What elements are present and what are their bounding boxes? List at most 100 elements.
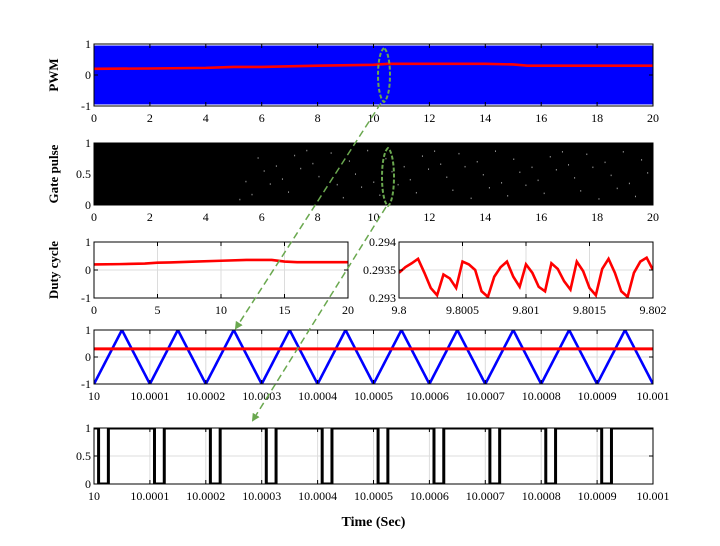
y-tick-label: 0.293 (369, 291, 396, 305)
series-band-pulse (94, 143, 653, 205)
x-tick-label: 10.0003 (242, 389, 281, 403)
pulse-gap (306, 149, 308, 152)
pulse-gap (300, 167, 302, 170)
pulse-gap (543, 192, 545, 195)
pulse-gap (519, 171, 521, 174)
pulse-gap (288, 191, 290, 193)
x-tick-label: 8 (315, 210, 321, 224)
pulse-gap (294, 154, 296, 157)
pulse-gap (488, 187, 490, 189)
y-axis-label: PWM (46, 58, 61, 91)
y-tick-label: 0 (85, 198, 91, 212)
y-tick-label: 1 (85, 37, 91, 51)
plot-area (94, 143, 653, 205)
y-tick-label: 0 (85, 263, 91, 277)
y-axis-label: Duty cycle (46, 241, 61, 299)
pulse-gap (263, 170, 265, 172)
x-tick-label: 10.0006 (410, 489, 449, 503)
x-tick-label: 10.0002 (186, 389, 225, 403)
x-tick-label: 2 (147, 210, 153, 224)
x-tick-label: 0 (91, 111, 97, 125)
pulse-gap (555, 169, 557, 171)
pulse-gap (531, 166, 533, 169)
pulse-gap (239, 198, 241, 201)
y-tick-label: 0 (85, 68, 91, 82)
x-tick-label: 8 (315, 111, 321, 125)
pulse-gap (269, 183, 271, 185)
pulse-gap (428, 168, 430, 170)
series-band-carrier (94, 45, 653, 105)
pulse-gap (647, 172, 649, 174)
x-tick-label: 14 (479, 111, 491, 125)
pulse-gap (251, 193, 253, 196)
x-tick-label: 10.0007 (466, 389, 505, 403)
x-tick-label: 18 (591, 111, 603, 125)
pulse-gap (507, 195, 509, 197)
x-tick-label: 0 (91, 303, 97, 317)
pulse-gap (312, 162, 314, 165)
pulse-gap (580, 190, 582, 192)
pulse-gap (604, 161, 606, 164)
x-tick-label: 10 (88, 389, 100, 403)
x-tick-label: 9.8005 (446, 303, 479, 317)
x-tick-label: 10.0008 (522, 489, 561, 503)
y-tick-label: 0.2935 (363, 263, 396, 277)
pulse-gap (275, 165, 277, 167)
zoom-annotations (234, 46, 395, 422)
pulse-gap (354, 173, 356, 175)
pulse-gap (385, 157, 387, 160)
chart-panel-duty-zoom: 9.8 9.8005 9.801 9.8015 9.802 0.293 0.2935 0.29… (363, 235, 667, 317)
x-tick-label: 6 (259, 210, 265, 224)
pulse-gap (440, 163, 442, 165)
pulse-gap (391, 170, 393, 173)
pulse-gap (574, 177, 576, 179)
y-tick-label: 1 (85, 136, 91, 150)
x-tick-label: 10.0001 (130, 489, 169, 503)
y-axis-label: Gate pulse (46, 144, 61, 203)
pulse-gap (622, 151, 624, 153)
x-tick-label: 10.0009 (578, 489, 617, 503)
x-tick-label: 10.0008 (522, 389, 561, 403)
series-line-duty (94, 62, 653, 71)
x-tick-label: 9.8 (392, 303, 407, 317)
y-tick-label: 0 (85, 350, 91, 364)
x-tick-label: 4 (203, 210, 209, 224)
pulse-gap (257, 157, 259, 159)
x-tick-label: 10.0004 (298, 489, 337, 503)
pulse-gap (464, 165, 466, 168)
pulse-gap (616, 187, 618, 190)
pulse-gap (549, 156, 551, 158)
x-tick-label: 10 (215, 303, 227, 317)
pulse-gap (281, 178, 283, 180)
pulse-gap (397, 183, 399, 186)
x-tick-label: 10.0009 (578, 389, 617, 403)
x-tick-label: 12 (423, 210, 435, 224)
pulse-gap (592, 166, 594, 169)
x-tick-label: 18 (591, 210, 603, 224)
pulse-gap (318, 175, 320, 178)
pulse-gap (513, 158, 515, 160)
x-tick-label: 10 (88, 489, 100, 503)
zoom-arrow (234, 102, 382, 330)
x-tick-label: 20 (647, 210, 659, 224)
pulse-gap (452, 189, 454, 191)
pulse-gap (330, 152, 332, 154)
x-tick-label: 4 (203, 111, 209, 125)
zoom-marker-ellipse (377, 46, 391, 104)
pulse-gap (568, 164, 570, 166)
pulse-gap (446, 176, 448, 178)
pulse-gap (476, 160, 478, 163)
x-tick-label: 10.0003 (242, 489, 281, 503)
chart-panel-gate: 0 2 4 6 8 10 12 14 16 18 20 0 0.5 1 Gate pulse (46, 136, 659, 224)
pulse-gap (434, 150, 436, 152)
pulse-gap (336, 183, 338, 186)
pulse-gap (348, 160, 350, 162)
pulse-gap (415, 191, 417, 194)
pulse-gap (598, 198, 600, 200)
x-tick-label: 9.802 (640, 303, 667, 317)
zoom-arrow (251, 206, 387, 422)
y-tick-label: 0 (85, 477, 91, 491)
pulse-gap (501, 182, 503, 184)
pulse-gap (409, 178, 411, 181)
